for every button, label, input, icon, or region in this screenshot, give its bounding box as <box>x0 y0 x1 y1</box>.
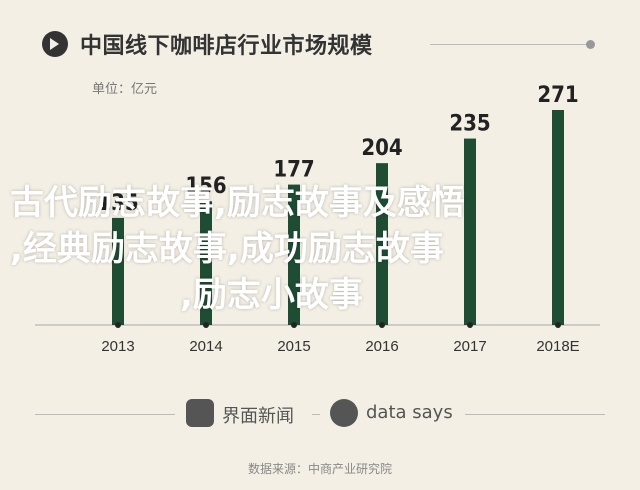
bar-2018E <box>552 110 564 325</box>
footer-divider-mid <box>312 414 320 415</box>
jiemian-logo-icon <box>186 399 214 427</box>
brand-datasays: data says <box>366 402 453 423</box>
x-tick-label: 2014 <box>189 338 222 355</box>
bar-chart: 135 2013 156 2014 177 2015 204 2016 235 2017 271 20… <box>35 83 600 355</box>
overlay-text: 古代励志故事,励志故事及感悟 ,经典励志故事,成功励志故事 ,励志小故事 <box>10 180 465 318</box>
x-tick-label: 2013 <box>101 338 134 355</box>
overlay-line-1: 古代励志故事,励志故事及感悟 <box>10 183 465 223</box>
x-tick-label: 2015 <box>277 338 310 355</box>
tick-dot <box>379 322 385 328</box>
bar-2014 <box>200 201 212 325</box>
tick-dot <box>555 322 561 328</box>
value-label: 177 <box>273 158 314 183</box>
title-end-dot <box>586 40 595 49</box>
overlay-line-3: ,励志小故事 <box>180 275 363 315</box>
datasays-logo-icon <box>330 399 358 427</box>
footer-divider-right <box>465 414 605 415</box>
x-tick-label: 2016 <box>365 338 398 355</box>
value-label: 235 <box>449 112 490 137</box>
tick-dot <box>203 322 209 328</box>
title-divider <box>430 44 586 45</box>
data-source: 数据来源：中商产业研究院 <box>247 462 392 476</box>
footer-divider-left <box>35 414 175 415</box>
value-label: 271 <box>537 83 578 108</box>
x-tick-label: 2018E <box>536 338 579 355</box>
value-label: 156 <box>185 174 226 199</box>
tick-dot <box>467 322 473 328</box>
bar-2016 <box>376 163 388 325</box>
chart-title: 中国线下咖啡店行业市场规模 <box>80 34 373 59</box>
bar-2015 <box>288 184 300 325</box>
play-icon <box>42 31 68 57</box>
value-label: 135 <box>97 191 138 216</box>
bar-2017 <box>464 138 476 325</box>
value-label: 204 <box>361 136 402 161</box>
overlay-line-2: ,经典励志故事,成功励志故事 <box>10 229 444 269</box>
x-tick-label: 2017 <box>453 338 486 355</box>
unit-label: 单位：亿元 <box>92 82 158 97</box>
tick-dot <box>291 322 297 328</box>
tick-dot <box>115 322 121 328</box>
brand-jiemian: 界面新闻 <box>222 406 294 427</box>
bar-2013 <box>112 217 124 325</box>
